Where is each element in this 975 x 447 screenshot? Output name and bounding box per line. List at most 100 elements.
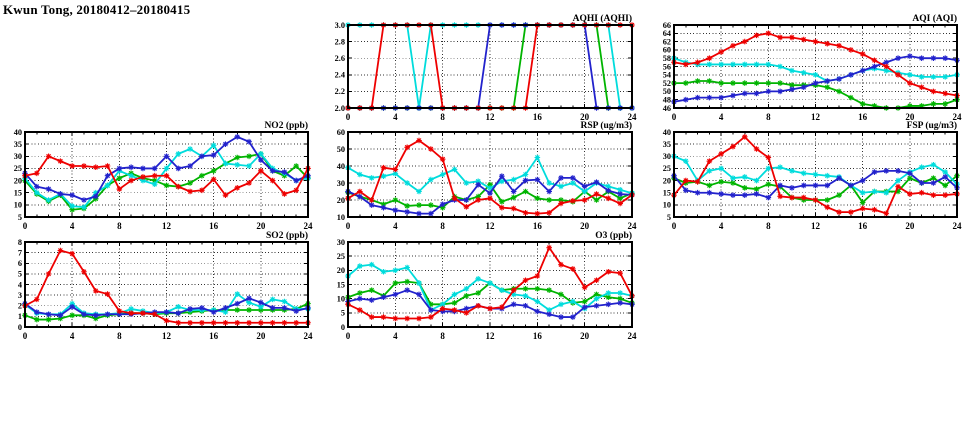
svg-text:5: 5	[18, 213, 22, 222]
svg-text:4: 4	[70, 221, 75, 231]
svg-text:20: 20	[580, 112, 590, 122]
chart-o3: 0 5 10 15 20 25 30 0 4 8 12 16 20 24 O3 (ppb)	[320, 229, 646, 345]
svg-text:30: 30	[14, 152, 22, 161]
svg-text:64: 64	[663, 29, 671, 38]
svg-text:2.8: 2.8	[335, 37, 345, 46]
series-red	[345, 137, 635, 217]
svg-text:0: 0	[346, 221, 351, 231]
svg-text:10: 10	[663, 201, 671, 210]
svg-text:16: 16	[533, 112, 543, 122]
svg-text:1: 1	[18, 312, 22, 321]
svg-text:4: 4	[719, 221, 724, 231]
chart-title: SO2 (ppb)	[266, 230, 308, 241]
svg-text:8: 8	[117, 331, 122, 341]
svg-text:3.0: 3.0	[335, 21, 345, 30]
svg-text:2.2: 2.2	[335, 87, 345, 96]
svg-text:30: 30	[663, 152, 671, 161]
svg-text:56: 56	[663, 62, 671, 71]
x-tick-labels: 0 4 8 12 16 20 24	[672, 221, 962, 231]
series-cyan	[671, 153, 960, 196]
svg-text:30: 30	[337, 238, 345, 247]
svg-text:20: 20	[337, 266, 345, 275]
svg-text:40: 40	[337, 162, 345, 171]
series-red	[671, 134, 960, 217]
series-blue	[671, 168, 960, 201]
svg-text:10: 10	[14, 201, 22, 210]
chart-aqi: 46 48 50 52 54 56 58 60 62 64 66 0 4 8 12 16 20 24 AQI (AQ…	[646, 12, 971, 126]
svg-text:0: 0	[346, 331, 351, 341]
svg-text:25: 25	[14, 164, 22, 173]
svg-text:0: 0	[341, 323, 345, 332]
chart-aqhi: 2.0 2.2 2.4 2.6 2.8 3.0 0 4 8 12 16 20 24 AQHI (AQHI)	[320, 12, 646, 126]
svg-text:5: 5	[18, 270, 22, 279]
svg-text:8: 8	[117, 221, 122, 231]
svg-text:35: 35	[14, 140, 22, 149]
svg-text:20: 20	[663, 176, 671, 185]
svg-text:8: 8	[766, 112, 771, 122]
svg-text:2.6: 2.6	[335, 54, 345, 63]
page-title: Kwun Tong, 20180412–20180415	[3, 2, 191, 17]
series-blue	[345, 173, 635, 217]
plot-frame	[347, 24, 633, 109]
plot-frame	[24, 131, 309, 218]
plot-frame	[673, 131, 958, 218]
chart-svg-aqhi: 2.0 2.2 2.4 2.6 2.8 3.0 0 4 8 12 16 20 24 AQHI (AQHI)	[335, 13, 638, 122]
x-tick-labels: 0 4 8 12 16 20 24	[23, 221, 313, 231]
svg-text:20: 20	[14, 176, 22, 185]
svg-text:30: 30	[337, 179, 345, 188]
chart-svg-no2: 5 10 15 20 25 30 35 40 0 4 8 12 16 20 24 NO2 (ppb)	[14, 120, 313, 231]
svg-text:20: 20	[905, 112, 915, 122]
chart-fsp: 5 10 15 20 25 30 35 40 0 4 8 12 16 20 24 FSP (ug/m3)	[646, 119, 971, 235]
y-tick-labels: 5 10 15 20 25 30 35 40	[663, 128, 671, 222]
svg-text:15: 15	[663, 189, 671, 198]
grid	[348, 25, 632, 108]
svg-text:6: 6	[18, 259, 22, 268]
svg-text:0: 0	[23, 221, 28, 231]
svg-text:3: 3	[18, 291, 22, 300]
y-tick-labels: 0 12 3 45 6 78	[18, 238, 22, 332]
svg-text:20: 20	[580, 221, 590, 231]
chart-title: AQI (AQI)	[912, 13, 957, 24]
svg-text:4: 4	[719, 112, 724, 122]
svg-text:4: 4	[70, 331, 75, 341]
svg-text:52: 52	[663, 79, 671, 88]
svg-text:8: 8	[440, 331, 445, 341]
grid	[674, 25, 957, 108]
plot-frame	[673, 24, 958, 109]
svg-text:60: 60	[663, 46, 671, 55]
svg-text:66: 66	[663, 21, 671, 30]
x-tick-labels: 0 4 8 12 16 20 24	[23, 331, 313, 341]
svg-text:12: 12	[162, 221, 172, 231]
y-tick-labels: 5 10 15 20 25 30 35 40	[14, 128, 22, 222]
chart-no2: 5 10 15 20 25 30 35 40 0 4 8 12 16 20 24 NO2 (ppb)	[0, 119, 322, 235]
svg-text:20: 20	[256, 331, 266, 341]
svg-text:5: 5	[667, 213, 671, 222]
plot-frame	[347, 241, 633, 328]
svg-text:60: 60	[337, 128, 345, 137]
y-tick-labels: 10 20 30 40 50 60	[337, 128, 345, 222]
svg-text:12: 12	[486, 221, 496, 231]
svg-text:0: 0	[23, 331, 28, 341]
chart-title: NO2 (ppb)	[264, 120, 308, 131]
svg-text:40: 40	[663, 128, 671, 137]
plot-frame	[347, 131, 633, 218]
svg-text:12: 12	[811, 112, 821, 122]
svg-text:24: 24	[304, 331, 314, 341]
x-tick-labels: 0 4 8 12 16 20 24	[346, 221, 637, 231]
svg-text:2.0: 2.0	[335, 104, 345, 113]
svg-text:50: 50	[663, 87, 671, 96]
svg-text:58: 58	[663, 54, 671, 63]
svg-text:4: 4	[393, 112, 398, 122]
svg-text:8: 8	[440, 221, 445, 231]
svg-text:15: 15	[337, 280, 345, 289]
svg-text:54: 54	[663, 71, 671, 80]
svg-text:4: 4	[393, 221, 398, 231]
svg-text:0: 0	[672, 112, 677, 122]
svg-text:16: 16	[858, 112, 868, 122]
svg-text:12: 12	[486, 112, 496, 122]
svg-text:24: 24	[628, 112, 638, 122]
svg-text:24: 24	[953, 112, 963, 122]
svg-text:24: 24	[628, 221, 638, 231]
svg-text:4: 4	[18, 280, 22, 289]
